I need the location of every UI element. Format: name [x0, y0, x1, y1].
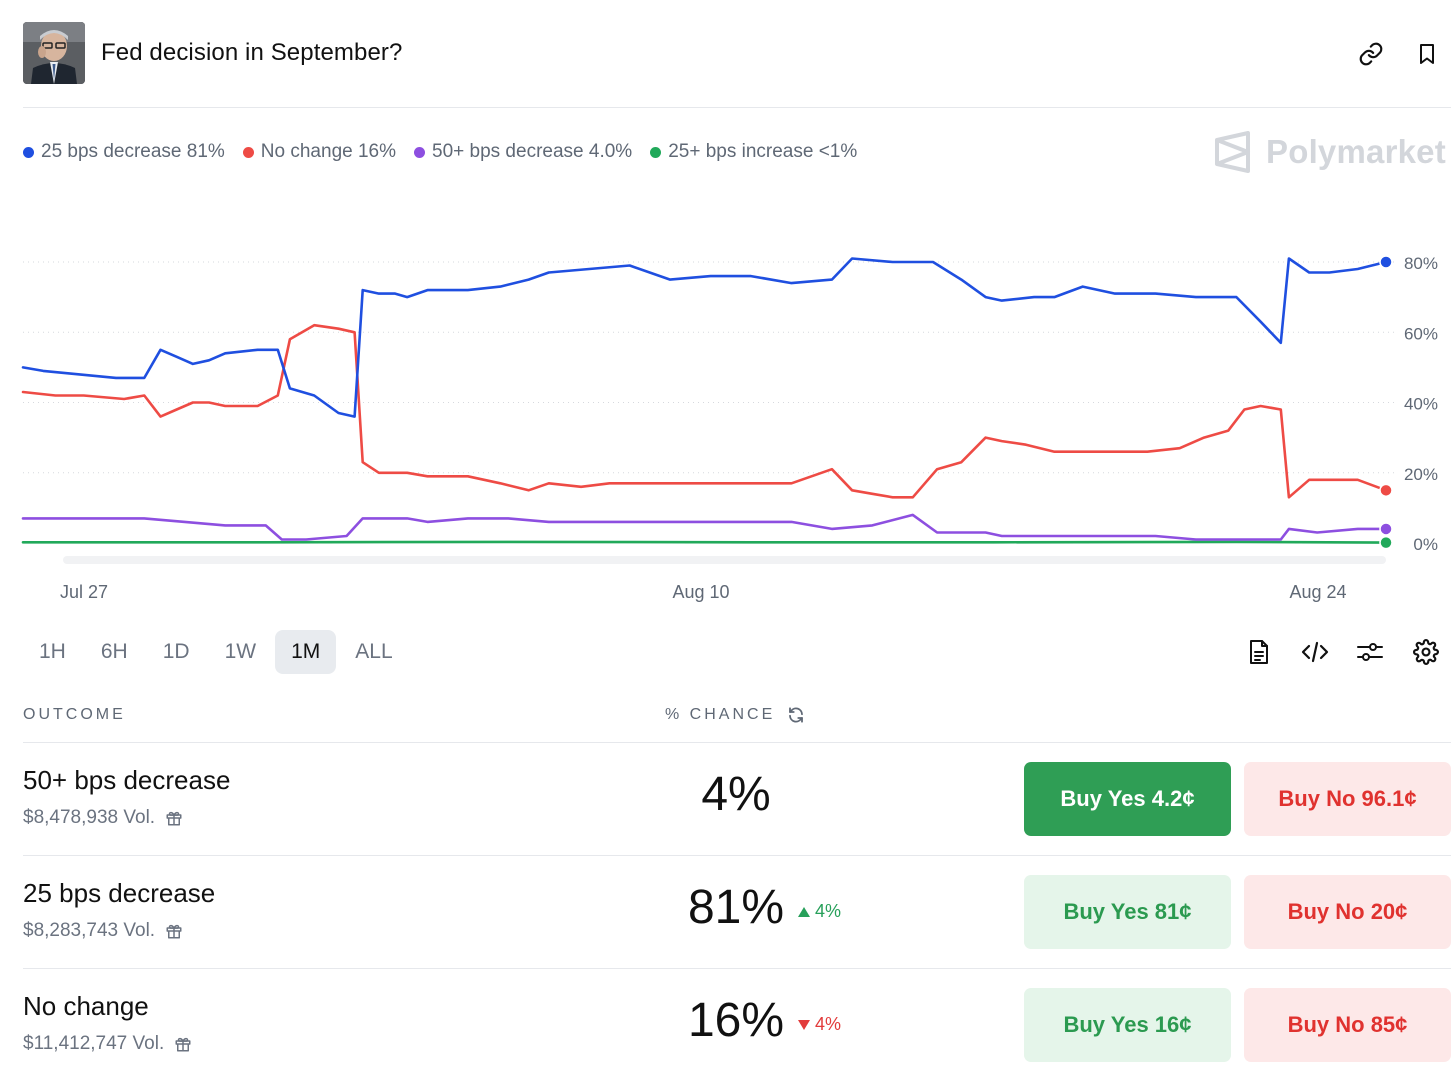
volume-text: $11,412,747 Vol. [23, 1033, 165, 1054]
market-avatar [23, 22, 85, 84]
chart-timeline-band [63, 556, 1386, 564]
outcome-name: 50+ bps decrease [23, 765, 231, 795]
legend-label: 25+ bps increase <1% [668, 141, 858, 162]
legend-label: No change 16% [260, 141, 397, 162]
legend-item: 50+ bps decrease 4.0% [414, 141, 632, 163]
legend-label: 50+ bps decrease 4.0% [432, 141, 633, 162]
chance-change: 4% [798, 1014, 841, 1035]
legend-dot [242, 146, 254, 158]
outcome-volume: $8,478,938 Vol. [23, 807, 183, 829]
series-line [21, 540, 1388, 544]
volume-text: $8,478,938 Vol. [23, 807, 156, 828]
range-1w-button[interactable]: 1W [224, 640, 257, 663]
outcome-chance: 81% [687, 881, 785, 934]
refresh-icon[interactable] [787, 706, 805, 724]
buy-yes-button[interactable]: Buy Yes 16¢ [1024, 988, 1231, 1062]
outcome-column-header: OUTCOME [23, 706, 126, 723]
settings-gear-icon[interactable] [1410, 636, 1442, 668]
series-line [21, 257, 1388, 418]
chance-change-value: 4% [815, 1014, 842, 1034]
series-endpoint-marker [1379, 255, 1393, 269]
range-1h-button[interactable]: 1H [39, 640, 66, 663]
x-tick-label: Jul 27 [60, 582, 108, 602]
series-endpoint-marker [1379, 483, 1393, 498]
bookmark-icon[interactable] [1412, 39, 1442, 69]
legend-item: 25+ bps increase <1% [650, 141, 857, 163]
y-tick-label: 40% [1404, 395, 1438, 414]
range-1m-button[interactable]: 1M [275, 630, 337, 674]
series-endpoint-marker [1379, 535, 1393, 550]
link-icon[interactable] [1356, 39, 1386, 69]
market-header: Fed decision in September? [23, 22, 1451, 108]
range-1d-button[interactable]: 1D [162, 640, 190, 663]
chance-change: 4% [798, 901, 841, 922]
chance-change-value: 4% [815, 901, 842, 921]
buy-yes-button[interactable]: Buy Yes 4.2¢ [1024, 762, 1231, 836]
range-all-button[interactable]: ALL [355, 640, 393, 663]
buy-no-button[interactable]: Buy No 96.1¢ [1244, 762, 1451, 836]
market-title: Fed decision in September? [101, 39, 403, 66]
outcome-volume: $8,283,743 Vol. [23, 920, 183, 942]
sliders-icon[interactable] [1354, 636, 1386, 668]
gift-icon[interactable] [165, 922, 183, 940]
brand-name: Polymarket [1266, 133, 1446, 170]
triangle-down-icon [798, 1019, 810, 1030]
outcome-name: No change [23, 991, 149, 1021]
legend-item: 25 bps decrease 81% [23, 141, 225, 163]
polymarket-logo-icon [1215, 131, 1250, 173]
legend-dot [650, 146, 662, 158]
embed-code-icon[interactable] [1299, 636, 1331, 668]
time-range-selector: 1H 6H 1D 1W 1M ALL [23, 630, 412, 674]
triangle-up-icon [798, 906, 810, 917]
outcome-volume: $11,412,747 Vol. [23, 1033, 192, 1055]
y-tick-label: 60% [1404, 324, 1438, 343]
outcome-chance: 4% [701, 768, 771, 821]
y-tick-label: 0% [1413, 535, 1438, 554]
volume-text: $8,283,743 Vol. [23, 920, 156, 941]
legend-label: 25 bps decrease 81% [41, 141, 225, 162]
x-tick-label: Aug 24 [1289, 582, 1346, 602]
outcome-row: 50+ bps decrease $8,478,938 Vol. 4% Buy … [23, 743, 1451, 856]
y-tick-label: 80% [1404, 254, 1438, 273]
gift-icon[interactable] [174, 1035, 192, 1053]
outcome-name: 25 bps decrease [23, 878, 216, 908]
series-endpoint-marker [1379, 522, 1393, 536]
document-icon[interactable] [1243, 636, 1275, 668]
range-6h-button[interactable]: 6H [100, 640, 128, 663]
outcome-row: 25 bps decrease $8,283,743 Vol. 81% 4% B… [23, 856, 1451, 969]
buy-yes-button[interactable]: Buy Yes 81¢ [1024, 875, 1231, 949]
gift-icon[interactable] [165, 809, 183, 827]
legend-dot [23, 146, 34, 158]
series-line [21, 323, 1388, 499]
outcome-table-header: OUTCOME % CHANCE [23, 700, 1451, 743]
outcome-chance: 16% [687, 994, 785, 1047]
x-tick-label: Aug 10 [672, 582, 729, 602]
outcome-row: No change $11,412,747 Vol. 16% 4% Buy Ye… [23, 969, 1451, 1081]
y-tick-label: 20% [1404, 465, 1438, 484]
legend-item: No change 16% [242, 141, 397, 163]
series-line [21, 513, 1388, 541]
probability-chart: 0% 20% 40% 60% 80% Jul 27 Aug 10 Aug 24 [21, 254, 1438, 602]
legend-dot [414, 146, 426, 158]
buy-no-button[interactable]: Buy No 20¢ [1244, 875, 1451, 949]
buy-no-button[interactable]: Buy No 85¢ [1244, 988, 1451, 1062]
chance-column-header: % CHANCE [665, 706, 805, 724]
chart-legend: 25 bps decrease 81% No change 16% 50+ bp… [23, 140, 875, 164]
polymarket-watermark: Polymarket [1214, 130, 1446, 174]
chance-column-label: % CHANCE [665, 706, 776, 723]
